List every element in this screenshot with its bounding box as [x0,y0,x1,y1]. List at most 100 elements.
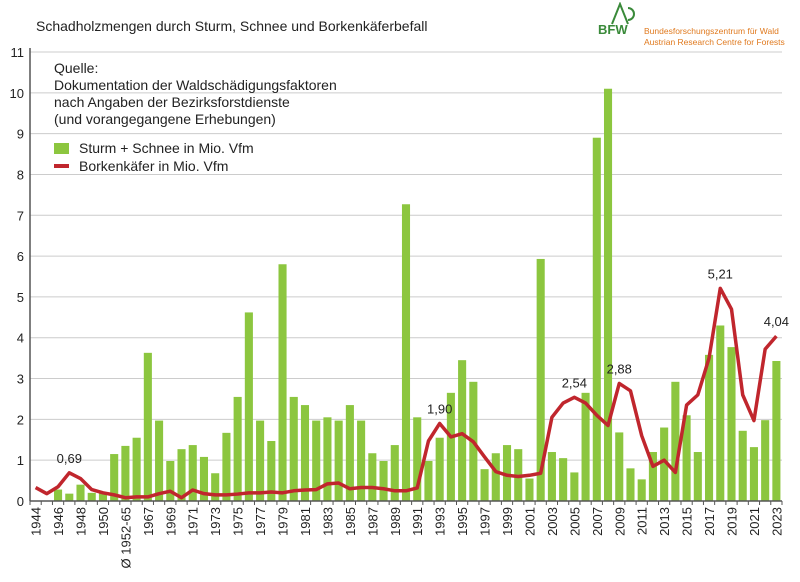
x-tick-label: 2011 [635,507,650,535]
x-tick-label: 1987 [365,507,380,536]
y-tick-label: 1 [17,453,24,468]
bar-1978 [267,440,276,501]
x-tick-label: 1971 [186,507,201,536]
x-tick-label: Ø 1952-65 [118,507,133,568]
bar-2020 [738,430,747,501]
source-note: Quelle: Dokumentation der Waldschädigung… [54,60,337,128]
bfw-logo: BFW Bundesforschungszentrum für Wald Aus… [598,2,788,48]
x-tick-label: 1973 [208,507,223,536]
source-line: nach Angaben der Bezirksforstdienste [54,94,290,110]
bar-1993 [435,437,444,501]
x-tick-label: 1948 [74,507,89,536]
x-tick-label: 2007 [590,507,605,536]
y-tick-label: 4 [17,331,24,346]
y-tick-label: 6 [17,249,24,264]
bar-1998 [491,453,500,501]
bar-1984 [334,420,343,501]
x-tick-label: 1991 [410,507,425,536]
tree-logo-icon [611,2,635,25]
x-tick-label: 1983 [320,507,335,536]
source-line: Quelle: [54,60,99,76]
legend-swatch-bar [54,142,69,154]
bar-1969 [166,460,175,501]
bar-1971 [188,445,197,501]
y-tick-label: 7 [17,208,24,223]
bar-1972 [199,456,209,501]
data-label-1993: 1,90 [427,401,452,416]
bar-1966 [132,437,141,501]
bar-1992 [424,460,433,501]
bar-1989 [390,445,399,501]
x-tick-label: 2019 [724,507,739,536]
logo-abbr: BFW [598,22,628,37]
bar-1948 [76,484,85,501]
bar-1980 [289,396,298,501]
x-tick-label: 2005 [567,507,582,536]
x-tick-label: 1995 [455,507,470,536]
logo-line1: Bundesforschungszentrum für Wald [644,26,779,36]
bar-1968 [155,420,164,501]
bar-2008 [603,88,613,502]
data-label-2005: 2,54 [562,375,587,390]
bar-2021 [749,447,758,501]
x-tick-label: 2021 [747,507,762,536]
legend-swatch-line [54,164,69,168]
x-tick-label: 1946 [51,507,66,536]
y-tick-label: 3 [17,372,24,387]
bar-1974 [222,432,231,501]
bar-1951 [110,454,119,501]
x-tick-label: 1967 [141,507,156,536]
x-tick-label: 1977 [253,507,268,536]
bar-2009 [615,432,624,501]
bar-2018 [716,325,725,501]
y-tick-label: 0 [17,494,24,509]
bar-1979 [278,264,287,501]
x-tick-label: 2015 [680,507,695,536]
x-tick-label: 2023 [769,507,784,536]
bar-2023 [772,360,781,501]
bar-1987 [368,453,377,501]
bar-2003 [547,452,556,501]
x-tick-label: 1993 [433,507,448,536]
bar-2011 [637,479,646,501]
bar-1949 [87,492,96,501]
bar-2010 [626,468,635,501]
bar-2001 [525,478,534,501]
bar-1999 [502,445,512,501]
y-tick-label: 5 [17,290,24,305]
bar-2016 [693,452,702,501]
bar-1986 [357,420,366,501]
x-tick-label: 2013 [657,507,672,536]
bar-1985 [345,405,354,501]
bar-1973 [211,473,220,501]
x-tick-label: 1950 [96,507,111,536]
bar-1947 [65,493,74,501]
y-tick-label: 9 [17,127,24,142]
bar-1975 [233,396,242,501]
bar-1977 [256,420,265,501]
x-tick-label: 1985 [343,507,358,536]
y-tick-label: 10 [10,86,24,101]
logo-line2: Austrian Research Centre for Forests [644,37,785,47]
data-label-2009: 2,88 [607,361,632,376]
legend-label: Sturm + Schnee in Mio. Vfm [79,140,254,156]
bar-1997 [480,469,489,501]
x-tick-label: 1969 [163,507,178,536]
bar-2004 [559,458,568,501]
data-label-1947: 0,69 [57,451,82,466]
legend-item-bars: Sturm + Schnee in Mio. Vfm [54,140,254,156]
x-tick-label: 1997 [478,507,493,536]
bar-Ø 1952-65 [121,445,130,501]
x-tick-label: 2001 [522,507,537,536]
bar-1994 [446,392,455,501]
bar-2014 [671,381,680,501]
bar-2007 [592,137,601,501]
y-tick-label: 8 [17,167,24,182]
x-tick-label: 2009 [612,507,627,536]
bar-1950 [98,492,107,501]
legend-item-line: Borkenkäfer in Mio. Vfm [54,158,228,174]
data-label-2018: 5,21 [708,266,733,281]
bar-2006 [581,392,590,501]
source-line: (und vorangegangene Erhebungen) [54,111,276,127]
